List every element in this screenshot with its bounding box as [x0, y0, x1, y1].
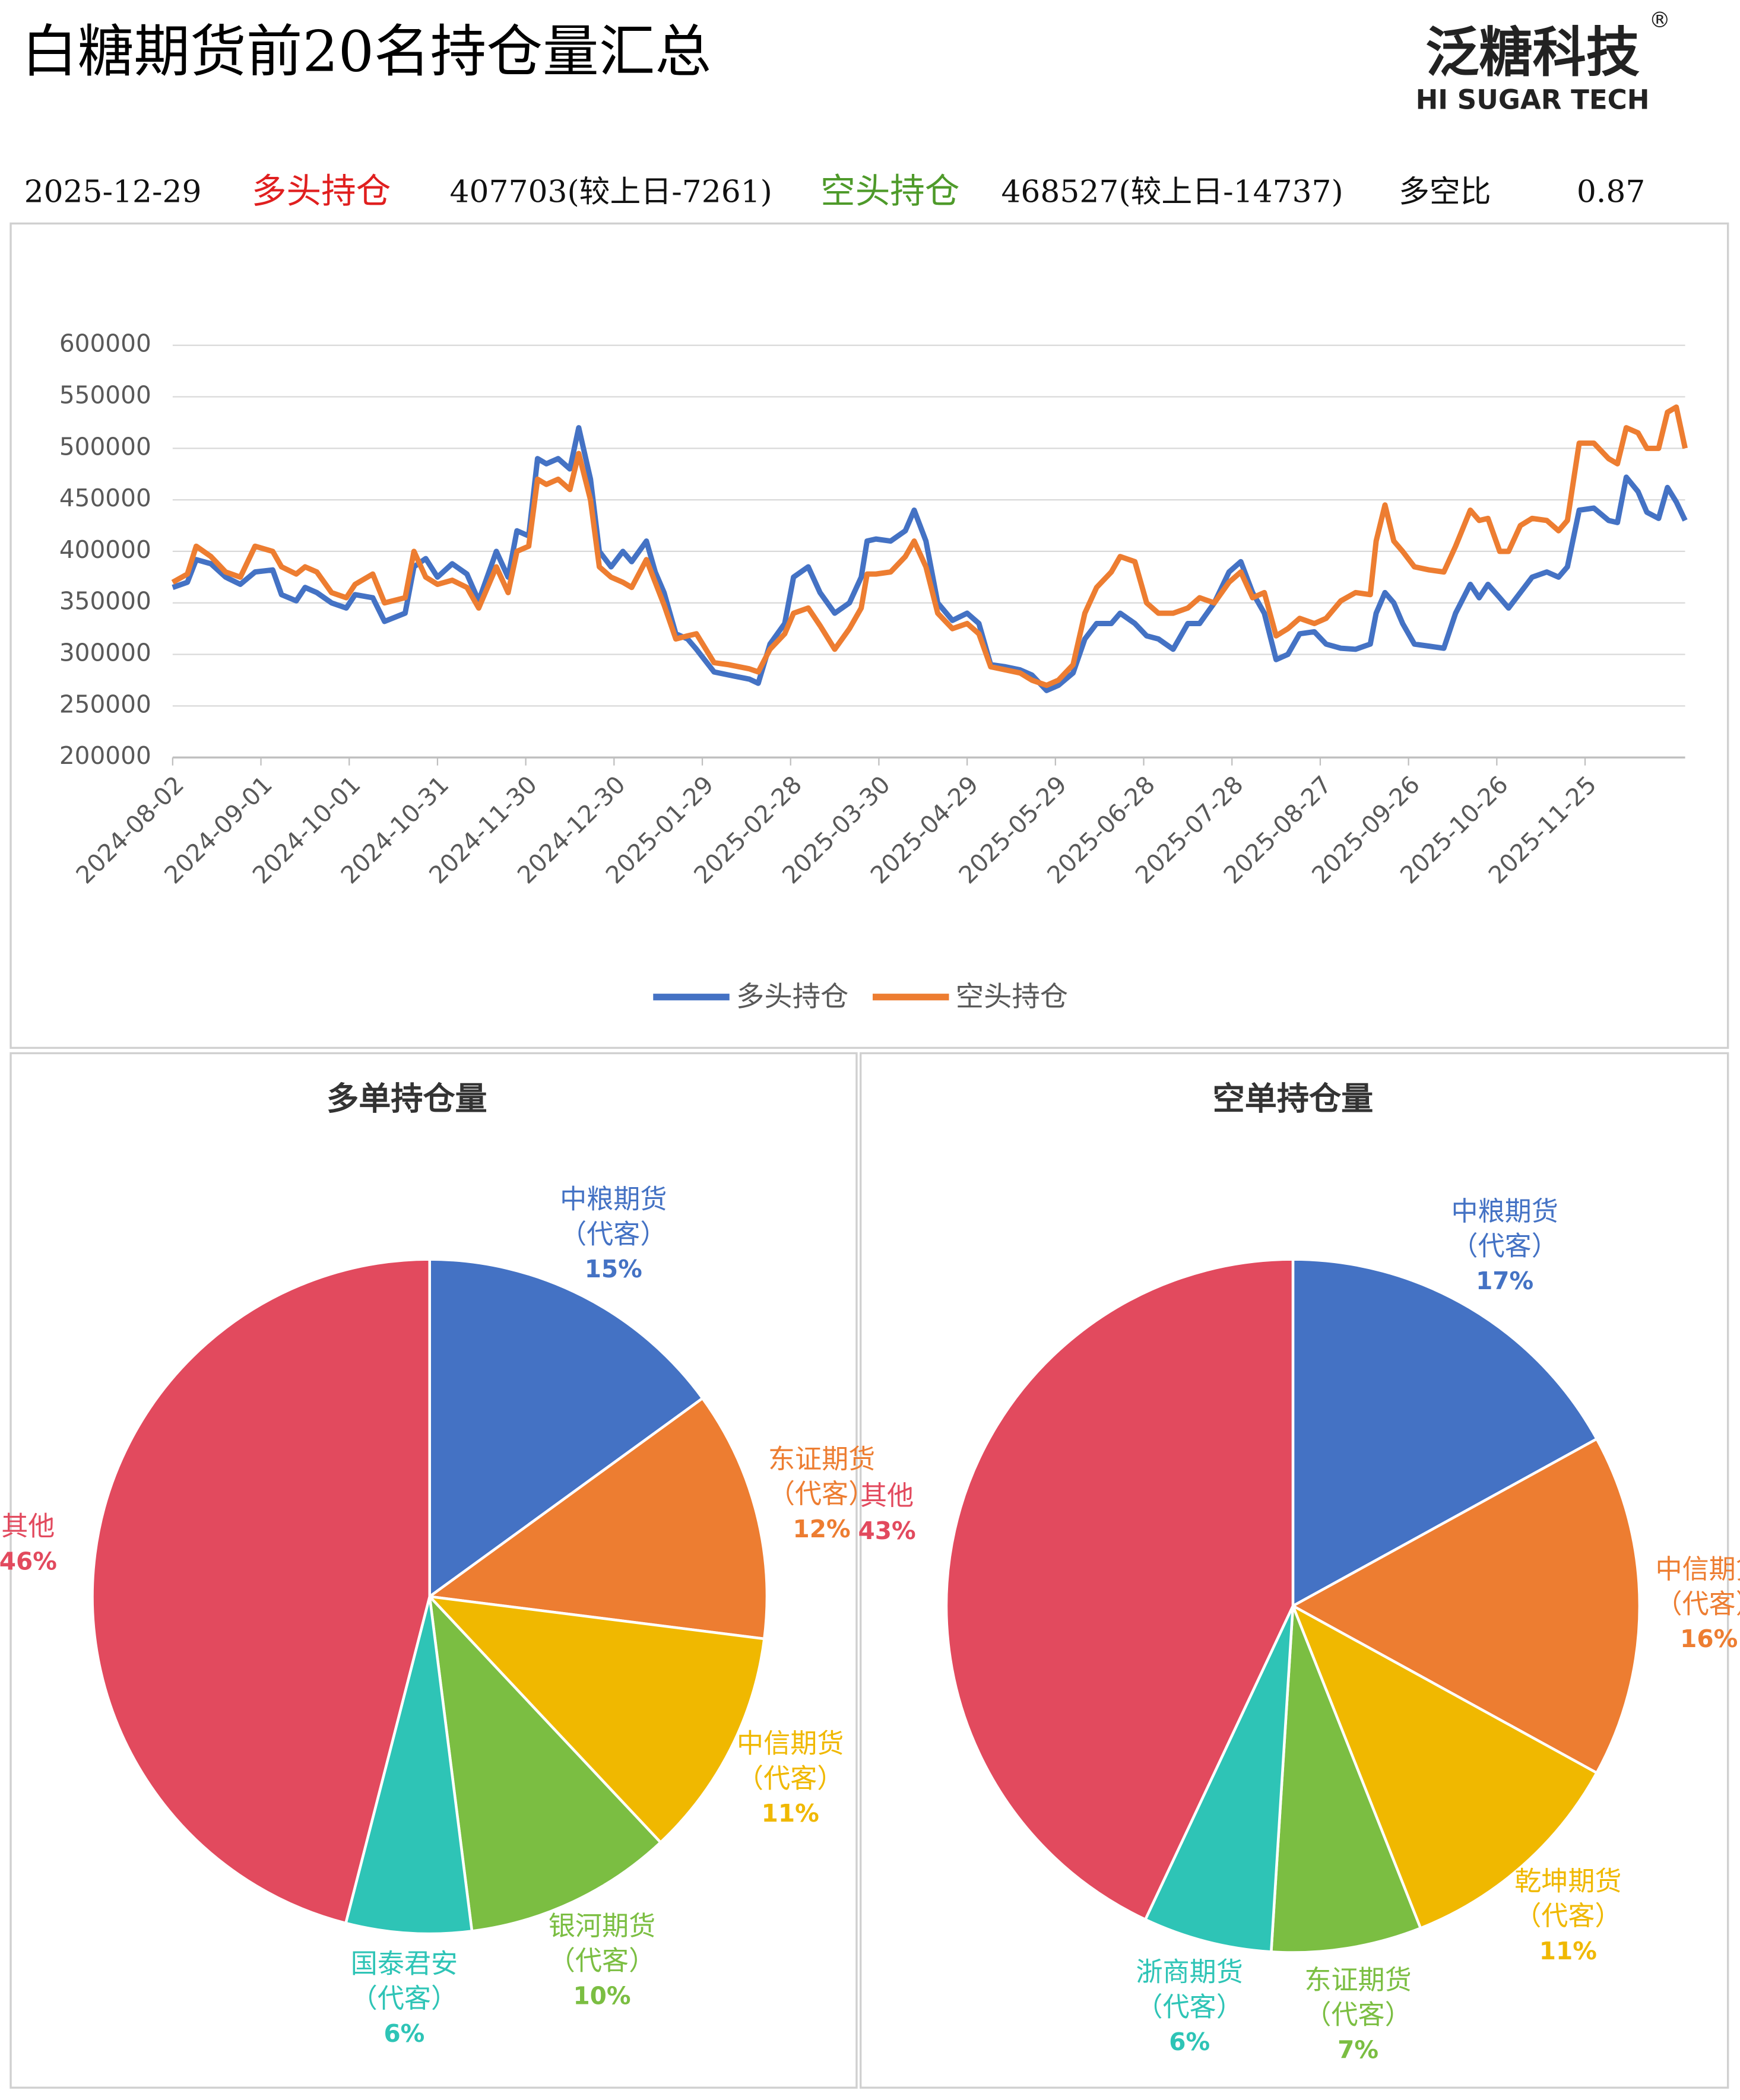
pie-slice	[1290, 1437, 1641, 1775]
short-label: 空头持仓	[820, 171, 959, 211]
y-tick-label: 350000	[59, 587, 151, 616]
short-text: 468527(较上日-14737)	[1001, 174, 1343, 210]
slice-value-label: 46%	[0, 1547, 57, 1576]
slice-label: 浙商期货（代客）	[1136, 1956, 1243, 2022]
slice-label: 东证期货（代客）	[768, 1443, 875, 1509]
slice-label: 中粮期货（代客）	[1451, 1195, 1558, 1261]
slice-value-label: 17%	[1476, 1267, 1533, 1295]
pie-slice	[426, 1594, 766, 1845]
pie-slice	[1143, 1605, 1295, 1953]
pie-slice	[426, 1396, 769, 1641]
pie-panel	[9, 1052, 858, 2089]
logo-subtitle: HI SUGAR TECH	[1416, 84, 1650, 115]
slice-label: 乾坤期货（代客）	[1514, 1865, 1621, 1931]
slice-value-label: 11%	[1539, 1937, 1597, 1965]
slice-label: 中信期货（代客）	[737, 1727, 844, 1794]
slice-value-label: 15%	[585, 1255, 642, 1283]
info-row: 2025-12-29 多头持仓 407703(较上日-7261) 空头持仓 46…	[24, 171, 1646, 211]
slice-label: 其他	[860, 1480, 914, 1511]
y-tick-label: 500000	[59, 432, 151, 461]
pie-slice	[945, 1258, 1295, 1921]
y-tick-label: 200000	[59, 741, 151, 770]
slice-label: 其他	[1, 1511, 55, 1542]
long-text: 407703(较上日-7261)	[450, 174, 772, 210]
pie-title: 多单持仓量	[327, 1080, 487, 1118]
slice-value-label: 43%	[858, 1517, 916, 1545]
y-tick-label: 450000	[59, 484, 151, 512]
y-tick-label: 250000	[59, 690, 151, 718]
slice-label: 中信期货（代客）	[1656, 1553, 1740, 1619]
slice-value-label: 11%	[762, 1799, 819, 1828]
pie-slice	[1269, 1605, 1422, 1954]
ratio-label: 多空比	[1399, 174, 1491, 210]
pie-slice	[91, 1258, 431, 1925]
y-tick-label: 400000	[59, 535, 151, 564]
pie-slice	[427, 1593, 663, 1933]
logo: 泛糖科技	[1425, 22, 1640, 84]
pie-slice	[428, 1258, 705, 1600]
slice-label: 国泰君安（代客）	[351, 1947, 458, 2014]
pie-slice	[1290, 1603, 1599, 1930]
slice-value-label: 12%	[793, 1515, 851, 1543]
slice-value-label: 16%	[1680, 1625, 1738, 1653]
series-line	[171, 404, 1688, 689]
legend-label: 空头持仓	[956, 981, 1068, 1013]
slice-label: 东证期货（代客）	[1304, 1964, 1411, 2031]
pie-slice	[1291, 1258, 1599, 1609]
line-panel	[9, 222, 1729, 1049]
pie-panel	[860, 1052, 1729, 2089]
slice-value-label: 10%	[573, 1981, 630, 2010]
date: 2025-12-29	[24, 174, 202, 210]
long-label: 多头持仓	[252, 171, 391, 211]
y-tick-label: 600000	[59, 329, 151, 358]
logo-mark: ®	[1649, 8, 1671, 33]
slice-label: 中粮期货（代客）	[560, 1183, 667, 1249]
slice-label: 银河期货（代客）	[549, 1910, 655, 1977]
pie-title: 空单持仓量	[1213, 1080, 1374, 1118]
y-tick-label: 300000	[59, 639, 151, 667]
legend-label: 多头持仓	[736, 981, 848, 1013]
y-tick-label: 550000	[59, 381, 151, 410]
slice-value-label: 6%	[1169, 2028, 1210, 2056]
pie-slice	[344, 1596, 474, 1936]
page-title: 白糖期货前20名持仓量汇总	[21, 20, 711, 85]
ratio: 0.87	[1577, 174, 1645, 210]
slice-value-label: 7%	[1338, 2035, 1378, 2064]
slice-value-label: 6%	[384, 2019, 424, 2048]
